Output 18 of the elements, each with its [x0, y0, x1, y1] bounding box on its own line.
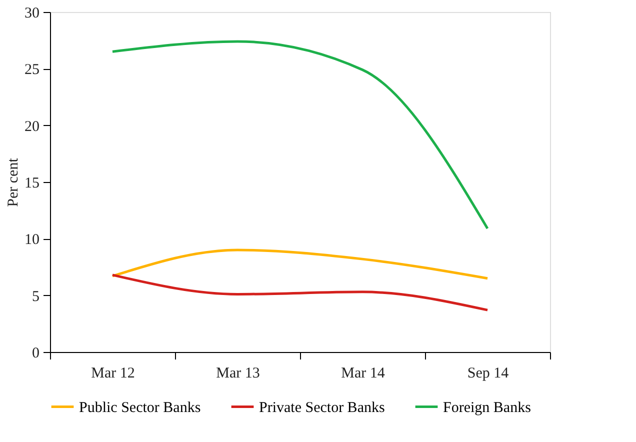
x-tick-label: Mar 13 [216, 366, 260, 382]
y-tick-label: 5 [32, 288, 40, 305]
x-tick-label: Mar 14 [341, 366, 386, 382]
legend-label: Foreign Banks [443, 400, 532, 416]
line-series [111, 40, 489, 230]
y-tick-label: 30 [24, 6, 40, 22]
y-tick-label: 10 [24, 232, 40, 248]
line-series [111, 248, 489, 280]
y-tick-label: 15 [24, 176, 40, 192]
line-series [111, 274, 489, 312]
y-tick-label: 0 [32, 346, 40, 362]
x-tick-label: Sep 14 [467, 366, 510, 382]
y-axis-title: Per cent [6, 157, 22, 207]
legend-label: Public Sector Banks [79, 400, 201, 416]
legend-label: Private Sector Banks [259, 400, 385, 416]
y-tick-label: 25 [24, 62, 40, 78]
y-tick-label: 20 [24, 118, 40, 135]
x-tick-label: Mar 12 [91, 366, 135, 382]
